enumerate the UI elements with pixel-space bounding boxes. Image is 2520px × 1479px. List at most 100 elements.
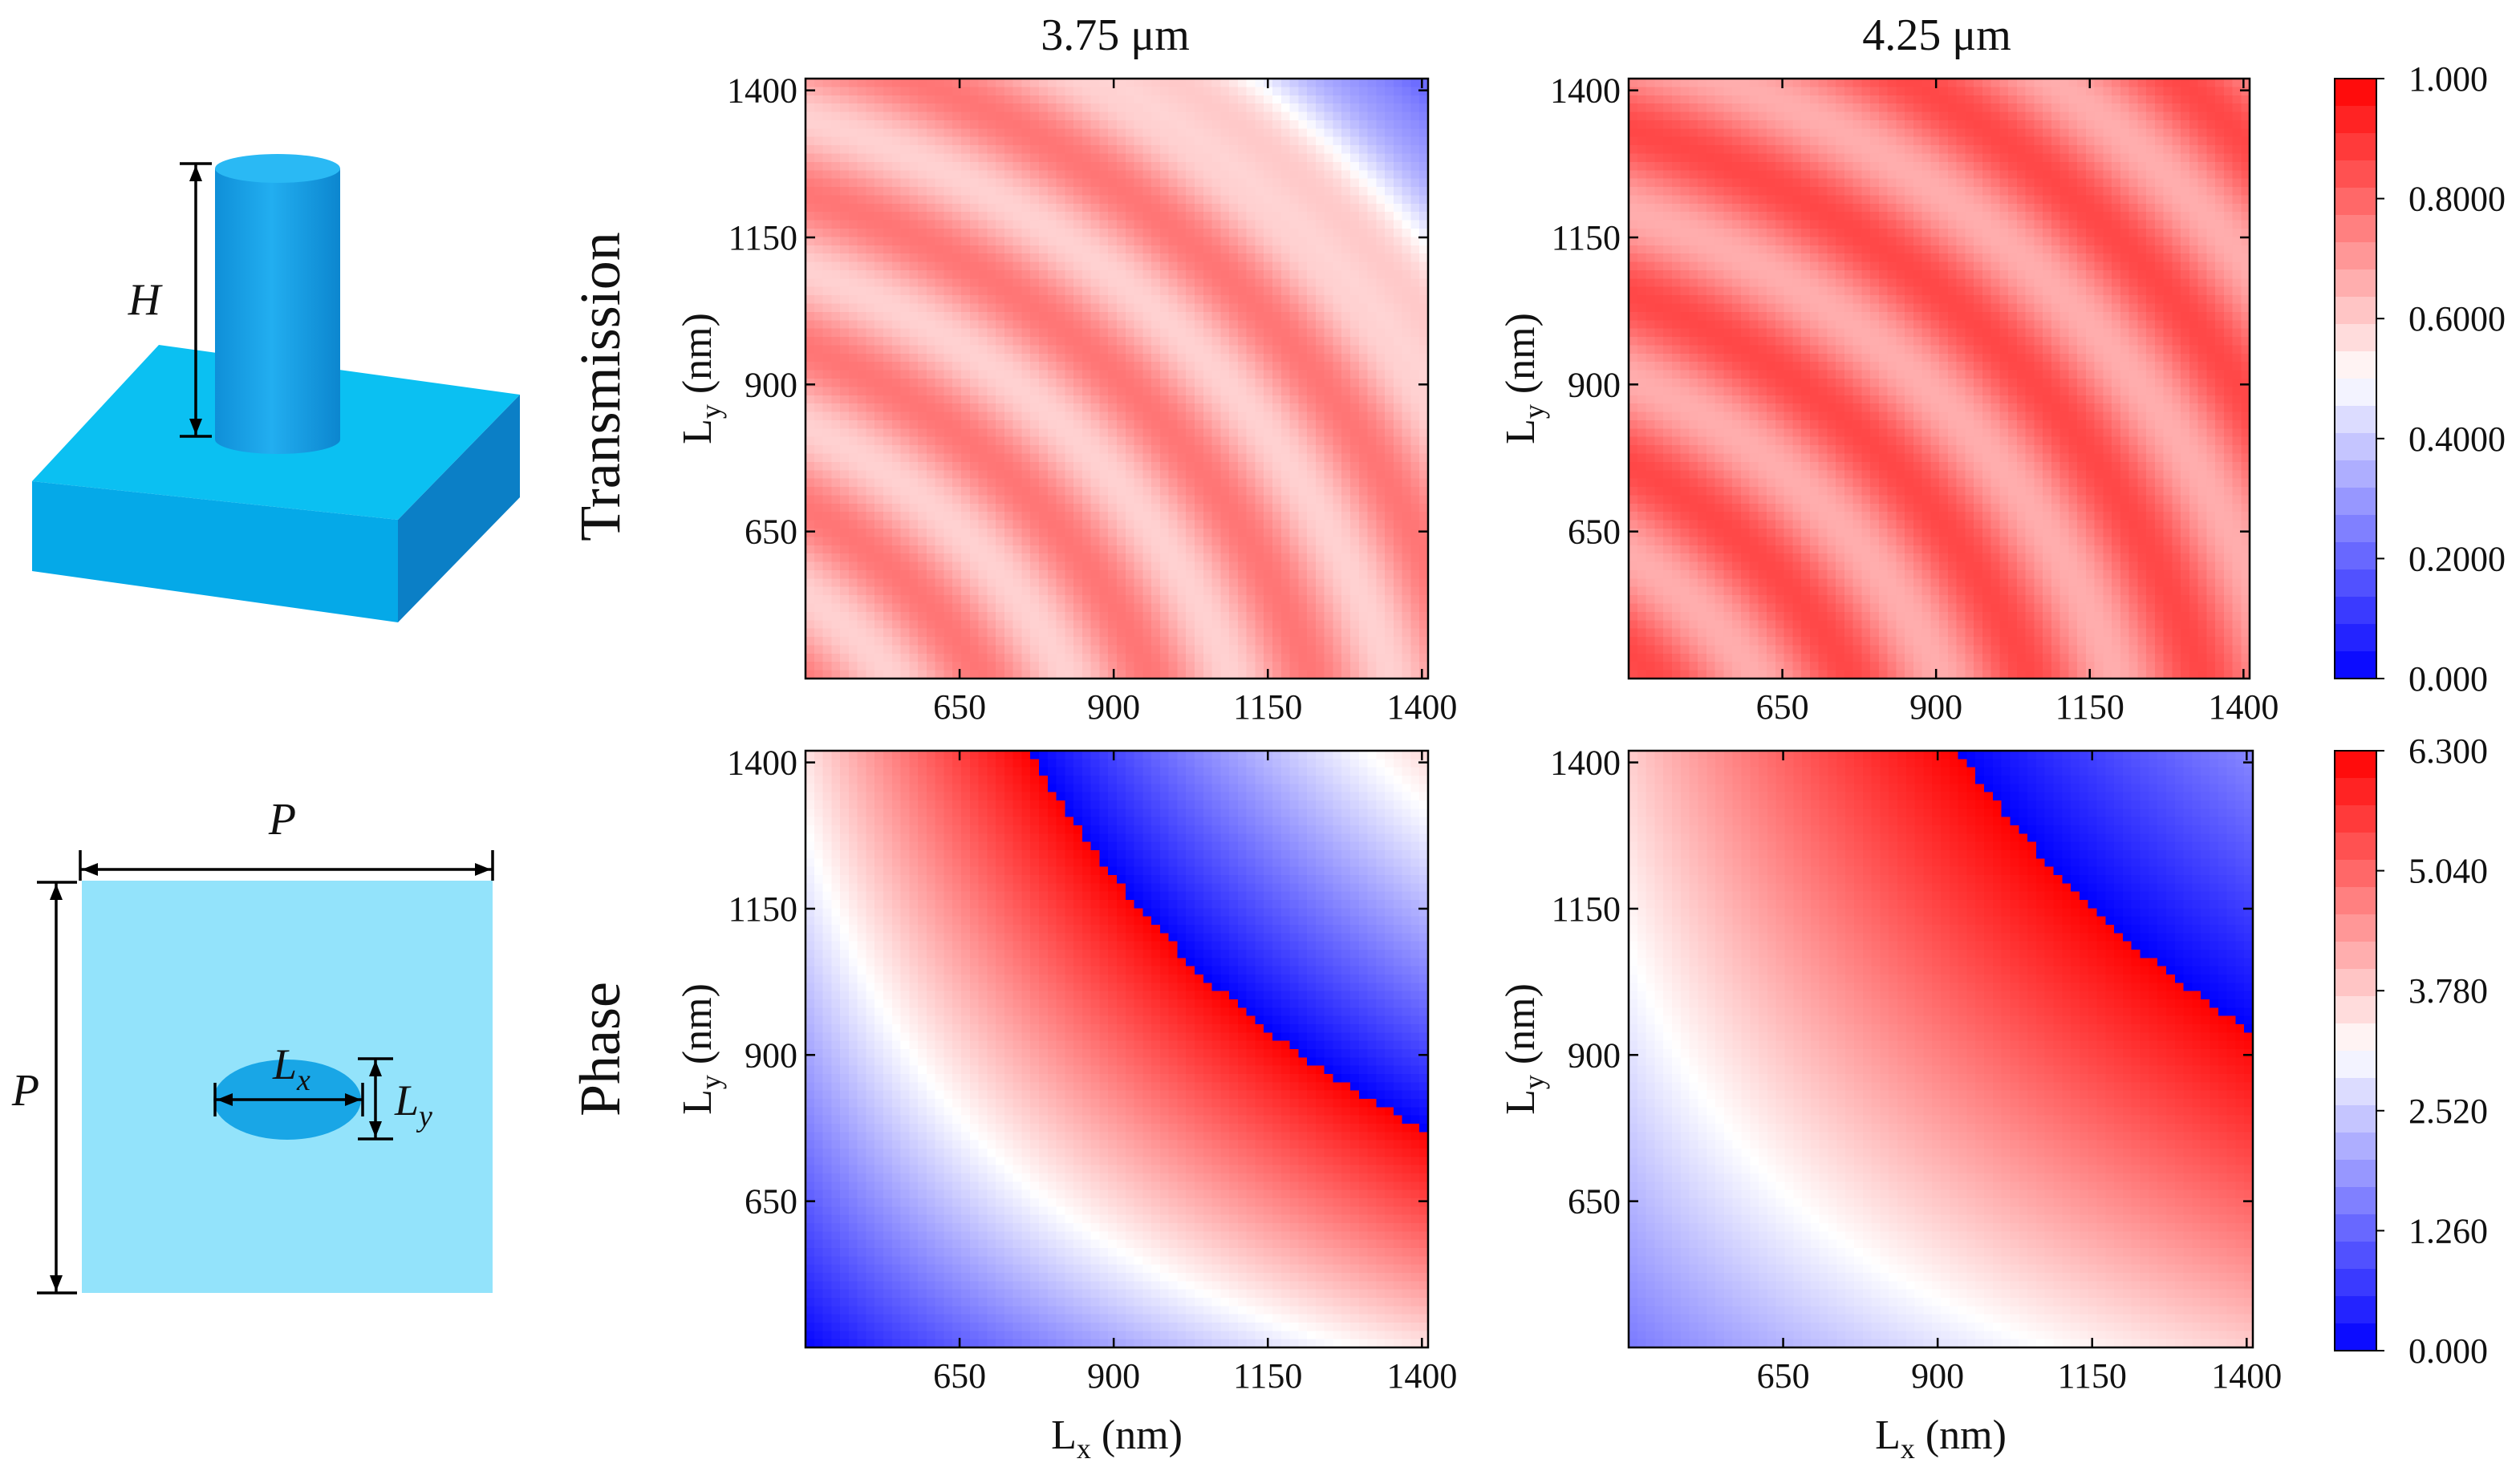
heatmap-cell — [1359, 187, 1368, 196]
heatmap-cell — [918, 103, 927, 112]
heatmap-cell — [987, 253, 996, 262]
heatmap-cell — [909, 245, 918, 254]
heatmap-cell — [909, 79, 918, 87]
heatmap-cell — [1048, 237, 1057, 245]
heatmap-cell — [1220, 195, 1229, 204]
heatmap-cell — [979, 87, 988, 95]
heatmap-cell — [883, 212, 892, 221]
heatmap-cell — [1272, 204, 1281, 213]
heatmap-cell — [1169, 170, 1178, 179]
heatmap-cell — [892, 95, 901, 104]
heatmap-cell — [1057, 179, 1065, 188]
heatmap-cell — [935, 212, 944, 221]
heatmap-cell — [1030, 204, 1039, 213]
heatmap-cell — [1229, 179, 1238, 188]
heatmap-cell — [1004, 204, 1013, 213]
heatmap-cell — [1030, 154, 1039, 163]
heatmap-cell — [1169, 120, 1178, 129]
heatmap-cell — [1281, 221, 1290, 229]
heatmap-cell — [1151, 237, 1160, 245]
heatmap-cell — [1186, 212, 1195, 221]
heatmap-cell — [823, 120, 832, 129]
heatmap-cell — [970, 87, 979, 95]
heatmap-cell — [1376, 170, 1385, 179]
heatmap-cell — [1220, 112, 1229, 121]
heatmap-cell — [1290, 137, 1299, 146]
heatmap-cell — [1142, 128, 1151, 137]
heatmap-cell — [1264, 145, 1272, 154]
heatmap-cell — [1376, 162, 1385, 171]
heatmap-cell — [1039, 245, 1048, 254]
heatmap-cell — [1030, 253, 1039, 262]
heatmap-cell — [1203, 195, 1212, 204]
heatmap-cell — [823, 112, 832, 121]
heatmap-cell — [1298, 120, 1307, 129]
heatmap-cell — [1238, 204, 1247, 213]
heatmap-cell — [1264, 221, 1272, 229]
heatmap-cell — [1229, 212, 1238, 221]
heatmap-cell — [1186, 179, 1195, 188]
heatmap-cell — [1229, 170, 1238, 179]
heatmap-cell — [1160, 229, 1169, 237]
heatmap-cell — [979, 154, 988, 163]
heatmap-cell — [866, 128, 874, 137]
heatmap-cell — [1350, 128, 1359, 137]
heatmap-cell — [1376, 120, 1385, 129]
heatmap-cell — [979, 128, 988, 137]
heatmap-cell — [866, 103, 874, 112]
heatmap-cell — [935, 120, 944, 129]
heatmap-cell — [1142, 229, 1151, 237]
heatmap-cell — [840, 103, 849, 112]
heatmap-cell — [927, 187, 935, 196]
heatmap-cell — [1030, 145, 1039, 154]
heatmap-cell — [901, 162, 910, 171]
heatmap-cell — [927, 112, 935, 121]
heatmap-cell — [1290, 245, 1299, 254]
heatmap-cell — [1298, 204, 1307, 213]
heatmap-cell — [806, 229, 814, 237]
heatmap-cell — [1376, 221, 1385, 229]
heatmap-cell — [987, 112, 996, 121]
heatmap-cell — [952, 95, 961, 104]
heatmap-cell — [1004, 179, 1013, 188]
heatmap-cell — [1004, 162, 1013, 171]
heatmap-cell — [858, 128, 866, 137]
heatmap-cell — [1255, 79, 1264, 87]
heatmap-cell — [1350, 229, 1359, 237]
heatmap-cell — [901, 187, 910, 196]
heatmap-cell — [1057, 229, 1065, 237]
heatmap-cell — [1290, 212, 1299, 221]
heatmap-cell — [1316, 95, 1325, 104]
heatmap-cell — [979, 112, 988, 121]
heatmap-cell — [1065, 162, 1073, 171]
heatmap-cell — [1333, 221, 1341, 229]
heatmap-cell — [858, 137, 866, 146]
heatmap-cell — [1410, 195, 1419, 204]
heatmap-cell — [952, 154, 961, 163]
heatmap-cell — [927, 154, 935, 163]
heatmap-cell — [858, 162, 866, 171]
heatmap-cell — [1057, 79, 1065, 87]
heatmap-cell — [1126, 237, 1134, 245]
heatmap-cell — [1151, 87, 1160, 95]
heatmap-cell — [1117, 87, 1126, 95]
heatmap-cell — [831, 221, 840, 229]
heatmap-cell — [831, 170, 840, 179]
heatmap-cell — [892, 195, 901, 204]
heatmap-cell — [831, 229, 840, 237]
heatmap-cell — [1013, 237, 1022, 245]
heatmap-cell — [935, 195, 944, 204]
heatmap-cell — [1410, 187, 1419, 196]
heatmap-cell — [1325, 128, 1333, 137]
heatmap-cell — [1385, 120, 1394, 129]
heatmap-cell — [883, 145, 892, 154]
heatmap-cell — [1160, 204, 1169, 213]
heatmap-cell — [1350, 195, 1359, 204]
heatmap-cell — [1298, 95, 1307, 104]
heatmap-cell — [1195, 137, 1203, 146]
heatmap-cell — [1142, 79, 1151, 87]
heatmap-cell — [1117, 221, 1126, 229]
heatmap-cell — [1117, 229, 1126, 237]
heatmap-cell — [970, 187, 979, 196]
heatmap-cell — [840, 187, 849, 196]
